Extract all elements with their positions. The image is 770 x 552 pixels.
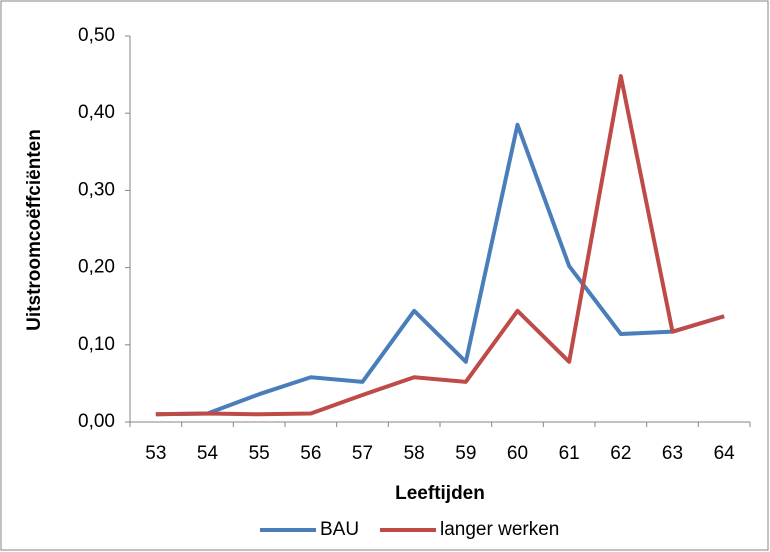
x-tick-label: 64 [714,443,736,464]
legend-label: langer werken [440,519,559,540]
y-tick-label: 0,50 [78,25,115,46]
data-line [155,74,725,417]
x-tick-label: 54 [197,443,219,464]
x-axis-title: Leeftijden [395,483,485,504]
x-tick-label: 56 [300,443,321,464]
y-tick-label: 0,10 [78,334,115,355]
x-tick-label: 58 [404,443,425,464]
y-tick-label: 0,00 [78,411,115,432]
y-axis-title: Uitstroomcoëffciënten [24,129,45,331]
y-tick-label: 0,20 [78,257,115,278]
data-line [155,122,725,417]
legend-label: BAU [320,519,359,540]
x-tick-label: 60 [507,443,528,464]
x-tick-label: 57 [352,443,373,464]
x-tick-label: 53 [145,443,166,464]
x-tick-label: 63 [662,443,683,464]
x-tick-label: 55 [249,443,270,464]
x-tick-label: 59 [455,443,476,464]
x-tick-label: 62 [610,443,631,464]
x-tick-label: 61 [559,443,580,464]
y-tick-label: 0,40 [78,102,115,123]
y-tick-label: 0,30 [78,179,115,200]
